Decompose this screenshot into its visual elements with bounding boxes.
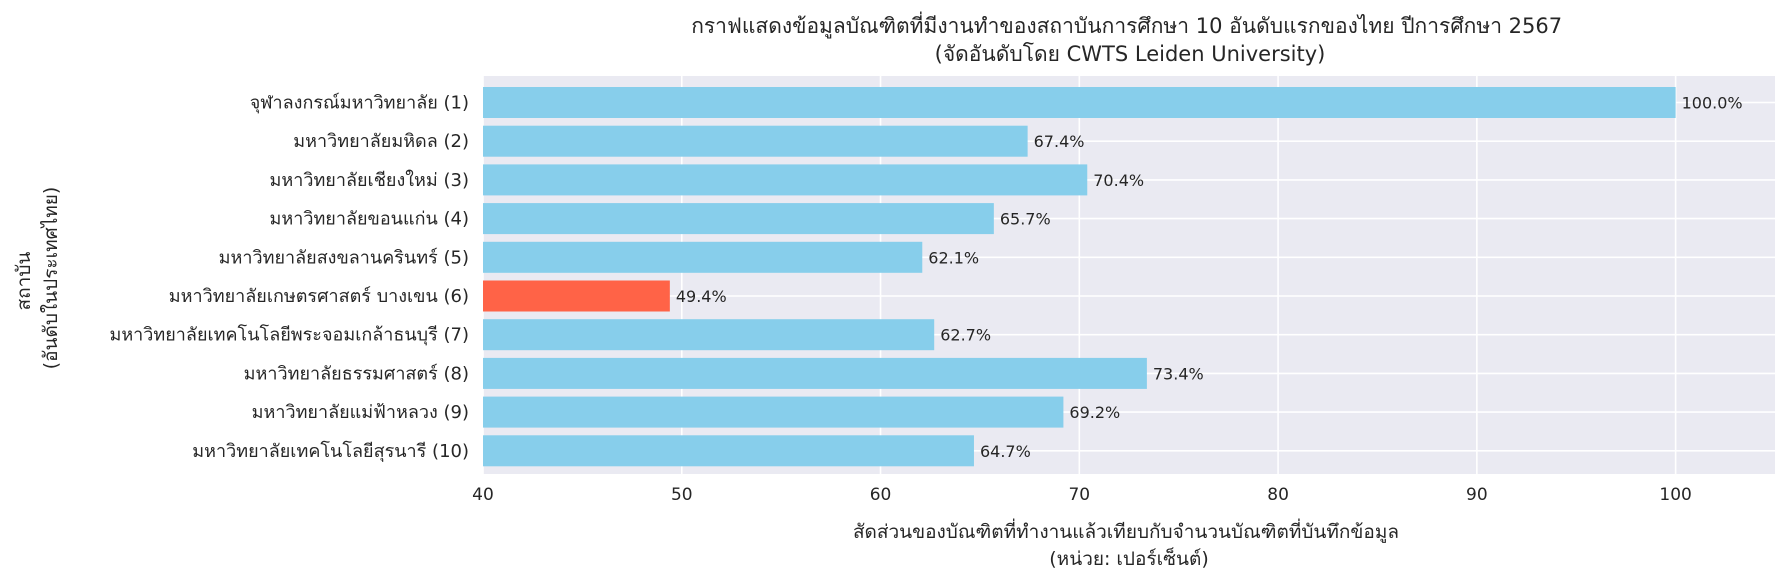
data-label: 70.4% <box>1093 171 1144 190</box>
y-axis-title-line-2: (อันดับในประเทศไทย) <box>40 187 62 370</box>
bar <box>483 164 1088 196</box>
bar-highlighted <box>483 280 670 312</box>
x-axis-title: สัดส่วนของบัณฑิตที่ทำงานแล้วเทียบกับจำนว… <box>853 518 1405 570</box>
chart-title-line-2: (จัดอันดับโดย CWTS Leiden University) <box>935 42 1326 66</box>
bar <box>483 203 994 235</box>
category-label: มหาวิทยาลัยขอนแก่น (4) <box>270 209 470 230</box>
category-label: มหาวิทยาลัยเทคโนโลยีสุรนารี (10) <box>192 440 469 462</box>
bar <box>483 435 974 467</box>
data-label: 62.1% <box>928 248 979 267</box>
bar <box>483 125 1028 157</box>
data-label: 64.7% <box>980 442 1031 461</box>
category-label: มหาวิทยาลัยเทคโนโลยีพระจอมเกล้าธนบุรี (7… <box>109 324 469 346</box>
x-tick-label: 70 <box>1068 485 1090 505</box>
bar <box>483 319 935 351</box>
x-tick-label: 100 <box>1659 485 1691 505</box>
x-tick-label: 80 <box>1267 485 1289 505</box>
bar <box>483 396 1064 428</box>
bar <box>483 241 923 273</box>
chart-title: กราฟแสดงข้อมูลบัณฑิตที่มีงานทำของสถาบันก… <box>691 11 1569 66</box>
data-label: 49.4% <box>676 287 727 306</box>
bar <box>483 87 1676 118</box>
data-label: 65.7% <box>1000 210 1051 229</box>
chart-title-line-1: กราฟแสดงข้อมูลบัณฑิตที่มีงานทำของสถาบันก… <box>691 11 1562 39</box>
category-label: มหาวิทยาลัยมหิดล (2) <box>293 131 469 152</box>
category-label: มหาวิทยาลัยเกษตรศาสตร์ บางเขน (6) <box>169 286 469 307</box>
category-label: มหาวิทยาลัยแม่ฟ้าหลวง (9) <box>252 402 469 423</box>
x-tick-labels: 40 50 60 70 80 90 100 <box>472 485 1692 505</box>
y-axis-title: สถาบัน (อันดับในประเทศไทย) <box>13 187 62 370</box>
category-label: มหาวิทยาลัยเชียงใหม่ (3) <box>270 169 470 191</box>
x-tick-label: 90 <box>1466 485 1488 505</box>
x-tick-label: 60 <box>870 485 892 505</box>
x-axis-title-line-2: (หน่วย: เปอร์เซ็นต์) <box>1049 546 1208 570</box>
category-label: มหาวิทยาลัยสงขลานครินทร์ (5) <box>219 247 469 268</box>
data-label: 67.4% <box>1034 132 1085 151</box>
category-labels: จุฬาลงกรณ์มหาวิทยาลัย (1) มหาวิทยาลัยมหิด… <box>109 93 469 462</box>
x-axis-title-line-1: สัดส่วนของบัณฑิตที่ทำงานแล้วเทียบกับจำนว… <box>853 518 1399 543</box>
bars: 100.0% 67.4% 70.4% 65.7% 62.1% 49.4% 62.7% 73.4… <box>483 87 1743 467</box>
x-tick-label: 40 <box>472 485 494 505</box>
category-label: มหาวิทยาลัยธรรมศาสตร์ (8) <box>244 363 469 384</box>
data-label: 62.7% <box>940 326 991 345</box>
data-label: 73.4% <box>1153 364 1204 383</box>
y-axis-title-line-1: สถาบัน <box>13 252 35 311</box>
bar <box>483 357 1147 389</box>
data-label: 69.2% <box>1069 403 1120 422</box>
category-label: จุฬาลงกรณ์มหาวิทยาลัย (1) <box>250 93 469 114</box>
x-tick-label: 50 <box>671 485 693 505</box>
data-label: 100.0% <box>1682 94 1743 113</box>
